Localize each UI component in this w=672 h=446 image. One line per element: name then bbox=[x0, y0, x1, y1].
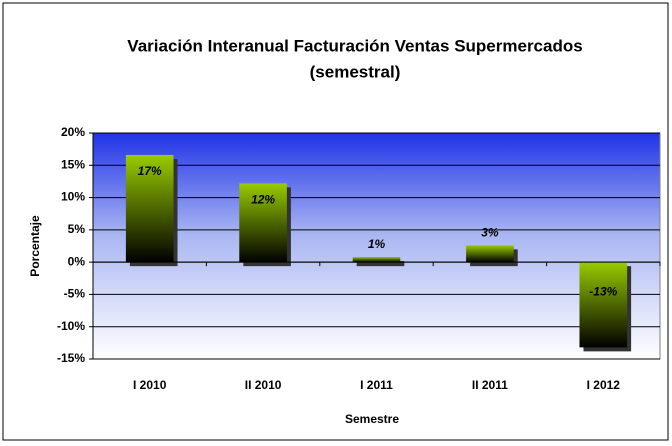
data-label: 12% bbox=[251, 193, 275, 207]
data-label: 1% bbox=[368, 237, 386, 251]
bar bbox=[352, 256, 401, 263]
y-tick-label: 10% bbox=[61, 190, 85, 204]
x-tick-label: II 2010 bbox=[245, 378, 282, 392]
bar bbox=[125, 154, 174, 263]
y-axis-label: Porcentaje bbox=[28, 215, 42, 277]
chart-subtitle: (semestral) bbox=[310, 62, 401, 81]
x-tick-label: II 2011 bbox=[472, 378, 508, 392]
y-tick-label: -10% bbox=[57, 319, 85, 333]
y-tick-label: 20% bbox=[61, 125, 85, 139]
y-tick-label: 0% bbox=[68, 254, 86, 268]
bar bbox=[579, 262, 628, 348]
data-label: 17% bbox=[138, 164, 162, 178]
bar bbox=[466, 245, 514, 263]
x-tick-label: I 2011 bbox=[360, 378, 393, 392]
bar-shadow bbox=[356, 260, 405, 267]
x-tick-label: I 2012 bbox=[587, 378, 621, 392]
y-tick-label: 15% bbox=[61, 157, 85, 171]
y-tick-label: -5% bbox=[64, 287, 86, 301]
data-label: -13% bbox=[589, 284, 617, 298]
y-tick-label: 5% bbox=[68, 222, 86, 236]
x-axis-label: Semestre bbox=[345, 412, 399, 426]
data-label: 3% bbox=[481, 226, 499, 240]
y-tick-label: -15% bbox=[57, 351, 85, 365]
chart-title: Variación Interanual Facturación Ventas … bbox=[127, 36, 582, 55]
plot-area bbox=[92, 132, 661, 360]
bar bbox=[239, 183, 287, 263]
x-tick-label: I 2010 bbox=[133, 378, 167, 392]
